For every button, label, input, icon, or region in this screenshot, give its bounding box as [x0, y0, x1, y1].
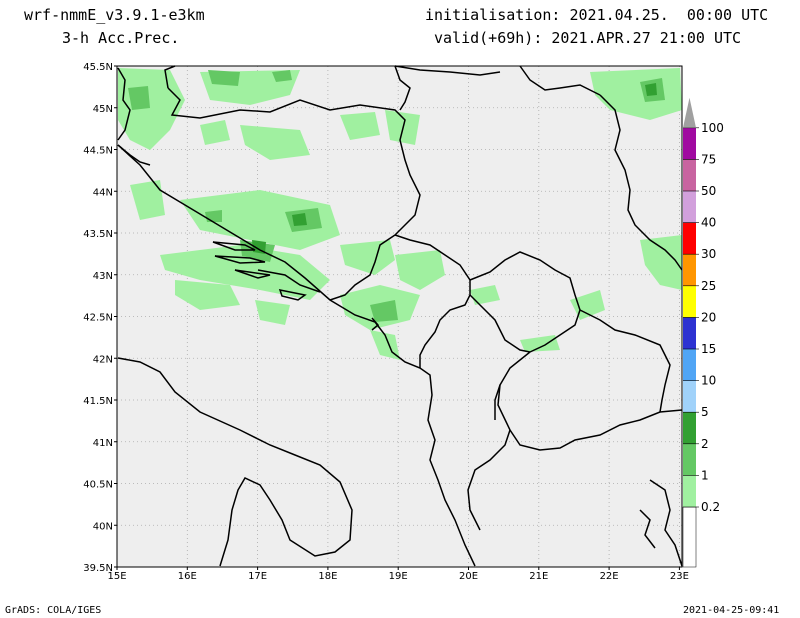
lat-tick-label: 42.5N — [83, 313, 113, 324]
legend-label: 15 — [701, 342, 716, 356]
legend-label: 50 — [701, 184, 716, 198]
init-time: initialisation: 2021.04.25. 00:00 UTC — [425, 6, 769, 24]
legend-swatch — [683, 254, 696, 286]
model-name: wrf-nmmE_v3.9.1-e3km — [24, 6, 205, 24]
legend-swatch — [683, 127, 696, 160]
longitude-axis: 15E 16E 17E 18E 19E 20E 21E 22E 23E — [107, 567, 689, 582]
legend-swatch — [683, 159, 696, 191]
lat-tick-label: 43.5N — [83, 229, 113, 240]
lon-tick-label: 22E — [600, 571, 619, 582]
lat-tick-label: 42N — [93, 354, 113, 365]
lat-tick-label: 40.5N — [83, 480, 113, 491]
legend-label: 5 — [701, 405, 709, 419]
legend-label: 10 — [701, 374, 716, 388]
legend-swatch — [683, 317, 696, 349]
render-timestamp: 2021-04-25-09:41 — [683, 605, 780, 616]
legend-label: 20 — [701, 310, 716, 324]
grads-credit: GrADS: COLA/IGES — [5, 605, 102, 616]
coastlines-borders — [117, 65, 683, 567]
legend-swatch — [683, 443, 696, 476]
lon-tick-label: 21E — [529, 571, 548, 582]
legend-label: 25 — [701, 279, 716, 293]
lon-tick-label: 20E — [459, 571, 478, 582]
lat-tick-label: 39.5N — [83, 563, 113, 574]
lat-tick-label: 44.5N — [83, 146, 113, 157]
latitude-axis: 45.5N 45N 44.5N 44N 43.5N 43N 42.5N 42N 41.5N 41N… — [83, 62, 117, 574]
lon-tick-label: 17E — [248, 571, 267, 582]
lon-tick-label: 16E — [178, 571, 197, 582]
legend-label: 2 — [701, 437, 709, 451]
legend-swatch — [683, 349, 696, 381]
lat-tick-label: 45N — [93, 104, 113, 115]
valid-time: valid(+69h): 2021.APR.27 21:00 UTC — [434, 29, 742, 47]
legend-swatch — [683, 475, 696, 507]
legend-arrow — [683, 97, 696, 128]
lon-tick-label: 15E — [107, 571, 126, 582]
legend-label: 75 — [701, 152, 716, 166]
legend-bottom — [682, 506, 697, 568]
legend-swatch — [683, 285, 696, 318]
legend-swatch — [683, 222, 696, 255]
field-name: 3-h Acc.Prec. — [62, 29, 180, 47]
legend-swatch — [683, 380, 696, 413]
lat-tick-label: 40N — [93, 521, 113, 532]
legend-label: 100 — [701, 121, 724, 135]
legend-swatch — [683, 412, 696, 444]
lat-tick-label: 41.5N — [83, 396, 113, 407]
lon-tick-label: 23E — [670, 571, 689, 582]
legend-label: 0.2 — [701, 500, 720, 514]
legend-label: 1 — [701, 468, 709, 482]
lon-tick-label: 19E — [389, 571, 408, 582]
lon-tick-label: 18E — [318, 571, 337, 582]
lat-tick-label: 45.5N — [83, 62, 113, 73]
lat-tick-label: 43N — [93, 271, 113, 282]
legend-label: 30 — [701, 247, 716, 261]
legend-swatch — [683, 191, 696, 223]
lat-tick-label: 41N — [93, 438, 113, 449]
legend-label: 40 — [701, 216, 716, 230]
lat-tick-label: 44N — [93, 187, 113, 198]
